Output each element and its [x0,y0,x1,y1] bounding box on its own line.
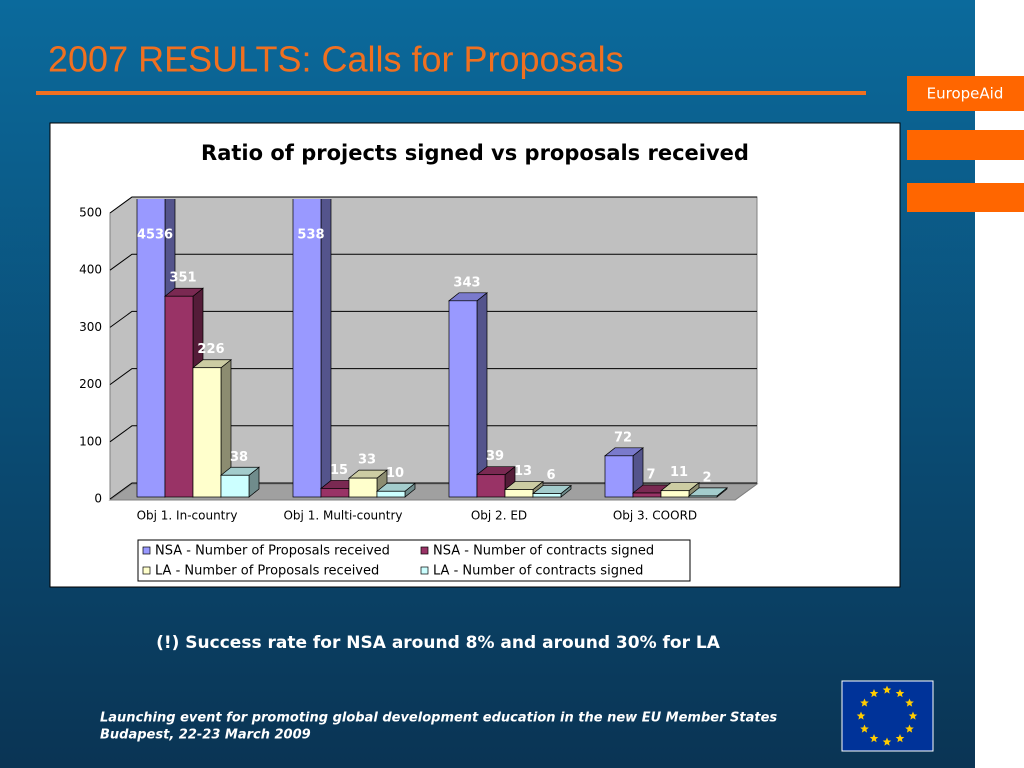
data-label: 33 [358,453,376,468]
eu-star [895,734,905,743]
deco-box [907,130,1024,160]
legend-swatch [420,546,429,555]
data-label: 343 [453,275,480,290]
x-tick-label: Obj 3. COORD [613,509,697,523]
plot-floor [108,483,759,501]
eu-star [905,724,914,733]
y-tick-label: 100 [79,434,102,448]
grid-line [109,196,757,214]
eu-star [869,689,879,698]
x-tick-label: Obj 1. Multi-country [283,509,402,523]
bar [504,489,534,498]
bar [136,199,166,498]
data-label: 72 [614,430,632,445]
data-label: 4536 [137,228,173,243]
y-tick-label: 0 [94,492,102,506]
grid-line [109,482,757,500]
bar [348,477,378,498]
slide-title: 2007 RESULTS: Calls for Proposals [48,39,624,80]
data-label: 11 [670,465,688,480]
footer: Launching event for promoting global dev… [100,711,777,726]
footer: Budapest, 22-23 March 2009 [100,728,311,743]
deco-box [907,183,1024,212]
data-label: 39 [486,449,504,464]
bar [164,295,194,498]
bar [220,474,250,498]
bar [604,455,634,498]
grid-line [109,425,757,443]
bar [632,492,662,498]
bar [476,474,506,498]
data-label: 6 [546,468,555,483]
data-label: 226 [197,342,224,357]
eu-star [882,737,892,746]
data-label: 38 [230,450,248,465]
y-tick-label: 400 [79,263,102,277]
bar [688,495,718,498]
x-tick-label: Obj 1. In-country [137,509,238,523]
grid-line [109,253,757,271]
side-strip [975,0,1024,768]
data-label: 538 [297,228,324,243]
legend-swatch [142,566,151,575]
legend [137,539,691,582]
eu-star [895,689,905,698]
bar [532,493,562,498]
eu-star [905,698,914,707]
data-label: 15 [330,463,348,478]
bar-side [476,292,488,498]
legend-label: LA - Number of contracts signed [433,564,643,579]
legend-swatch [142,546,151,555]
data-label: 2 [702,470,711,485]
data-label: 351 [169,271,196,286]
bar [376,490,406,498]
eu-star [869,734,879,743]
y-tick-label: 200 [79,377,102,391]
y-tick-label: 500 [79,206,102,220]
bar [292,199,322,498]
brand: EuropeAid [927,85,1004,103]
y-tick-label: 300 [79,320,102,334]
note: (!) Success rate for NSA around 8% and a… [156,633,721,653]
bar [660,490,690,498]
legend-swatch [420,566,429,575]
data-label: 7 [646,467,655,482]
eu-star [860,698,869,707]
eu-star [908,711,918,720]
legend-label: NSA - Number of Proposals received [155,544,390,559]
bar [320,488,350,498]
grid-line [109,310,757,328]
bar [192,367,222,498]
legend-label: NSA - Number of contracts signed [433,544,654,559]
legend-label: LA - Number of Proposals received [155,564,379,579]
data-label: 10 [386,466,404,481]
x-tick-label: Obj 2. ED [471,509,527,523]
eu-star [882,685,892,694]
grid-line [109,368,757,386]
eu-star [860,724,869,733]
brand-box [907,76,1024,111]
eu-star [856,711,866,720]
chart-title: Ratio of projects signed vs proposals re… [201,141,749,165]
bar [448,300,478,498]
data-label: 13 [514,464,532,479]
bars [136,199,728,498]
